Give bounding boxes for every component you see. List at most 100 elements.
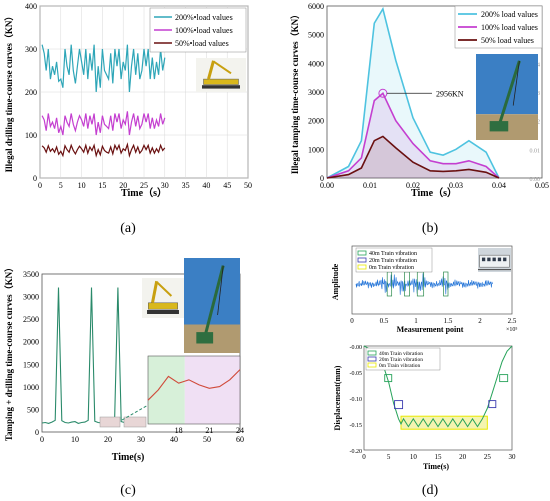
train-photo-window	[481, 257, 486, 262]
x-tick-label: 2.5	[508, 317, 517, 325]
y-tick-label: 6000	[308, 2, 324, 11]
legend-label: 40m Train vibration	[379, 351, 423, 357]
x-tick-label: 30	[137, 435, 145, 444]
zoom-connector	[121, 403, 151, 421]
series-line	[326, 92, 500, 179]
y-tick-label: 0	[33, 174, 37, 183]
legend-label: 100%•load values	[175, 26, 233, 35]
y-tick-label: 4000	[308, 59, 324, 68]
right-tick-label: 0.01	[530, 148, 541, 154]
legend-box	[365, 347, 441, 371]
crawler-crane-photo-cable	[217, 265, 224, 316]
x-tick-label: 0.01	[363, 181, 377, 190]
x-tick-label: 40	[170, 435, 178, 444]
inset-frame	[147, 355, 241, 425]
x-tick-label: 50	[203, 435, 211, 444]
legend-box	[355, 247, 433, 273]
series-area	[327, 93, 499, 178]
y-tick-label: 0	[35, 428, 39, 437]
y-axis-label: Illegal drilling time-course curves（KN）	[4, 12, 14, 173]
series-line	[326, 135, 500, 179]
drilling-rig-photo-body	[203, 78, 239, 85]
x-axis-label: Measurement point	[397, 325, 464, 334]
legend-label: 50% load values	[481, 36, 534, 45]
x-tick-label: 0.04	[492, 181, 506, 190]
y-tick-label: -0.10	[350, 397, 363, 403]
highlight-box	[443, 271, 449, 297]
legend-label: 200%•load values	[175, 13, 233, 22]
series-line	[41, 44, 166, 93]
series-line	[41, 142, 166, 158]
series-line	[41, 111, 166, 136]
x-tick-label: 15	[98, 181, 106, 190]
inset-bg-purple	[184, 356, 240, 424]
legend-swatch	[367, 350, 377, 356]
right-tick-label: 0.00	[530, 177, 541, 183]
y-tick-label: 1000	[23, 383, 39, 392]
inset-bg-green	[148, 356, 185, 424]
x-axis-label: Time(s)	[423, 462, 449, 471]
y-tick-label: 2500	[23, 315, 39, 324]
panel-b-plot: 0.00 0.01 0.02 0.03 0.04 0.05 0 1000 2000 3000 400…	[290, 2, 549, 199]
legend-label: 20m Train vibration	[379, 357, 423, 363]
displacement-line	[363, 345, 513, 428]
x-tick-label: 35	[182, 181, 190, 190]
legend-swatch	[367, 356, 377, 362]
train-photo-window	[503, 257, 507, 262]
panel-label-c: (c)	[120, 483, 136, 498]
x-tick-label: 25	[484, 453, 492, 461]
x-tick-label: 0.05	[535, 181, 549, 190]
drilling-rig-photo-arm	[156, 281, 173, 297]
legend-label: 0m Train vibration	[369, 265, 414, 271]
y-tick-label: 5000	[308, 31, 324, 40]
legend-label: 20m Train vibration	[369, 258, 417, 264]
x-tick-label: 10	[71, 435, 79, 444]
highlight-box	[384, 374, 393, 383]
train-photo-window	[497, 257, 502, 262]
zoom-source-box	[123, 416, 147, 428]
legend-label: 100% load values	[481, 23, 538, 32]
x-tick-label: 15	[435, 453, 443, 461]
x-tick-label: 0	[38, 181, 42, 190]
crawler-crane-photo-boom	[202, 265, 225, 342]
x-tick-label: 10	[410, 453, 418, 461]
x-tick-label: 0.00	[320, 181, 334, 190]
x-tick-label: 45	[223, 181, 231, 190]
y-tick-label: 3500	[23, 270, 39, 279]
train-photo-window	[492, 257, 496, 262]
legend-swatch	[357, 250, 367, 256]
y-tick-label: 500	[27, 405, 39, 414]
highlight-box	[499, 374, 509, 383]
x-axis-label: Time(s)	[112, 452, 145, 463]
zoom-source-box	[99, 416, 121, 428]
y-axis-label: Displacement(mm)	[333, 365, 342, 430]
train-photo-window	[487, 257, 491, 262]
x-tick-label: 0	[362, 453, 366, 461]
panel-a: 0 5 10 15 20 25 30 35 40 45 50 0 100 200 300 400 200%•lo…	[4, 2, 252, 236]
y-tick-label: -0.05	[350, 371, 363, 377]
y-tick-label: 400	[25, 2, 37, 11]
y-tick-label: 300	[25, 45, 37, 54]
x-tick-label: 5	[59, 181, 63, 190]
x-tick-label: 0.03	[449, 181, 463, 190]
legend-swatch	[357, 257, 367, 263]
highlight-box	[394, 400, 404, 410]
crawler-crane-photo-boom	[496, 60, 521, 131]
legend-swatch	[367, 362, 377, 368]
x-tick-label: 0	[350, 317, 354, 325]
x-tick-label: 5	[387, 453, 391, 461]
x-tick-label: 30	[509, 453, 517, 461]
series-area	[327, 136, 499, 178]
series-area	[327, 8, 499, 179]
y-tick-label: -0.20	[350, 449, 363, 455]
y-axis-label: Illegal tamping time-course curves（KN）	[290, 10, 300, 174]
panel-label-d: (d)	[422, 483, 439, 498]
drilling-rig-photo-mast	[207, 60, 215, 80]
x-axis-label: Time（s）	[411, 186, 457, 199]
inset-x-tick-label: 18	[175, 426, 183, 435]
crawler-crane-photo-cable	[512, 60, 520, 106]
panel-d-bottom-plot: 0 5 10 15 20 25 30 -0.00 -0.05 -0.10 -0.15 -0.20 40m…	[333, 345, 516, 471]
x-tick-label: 20	[119, 181, 127, 190]
